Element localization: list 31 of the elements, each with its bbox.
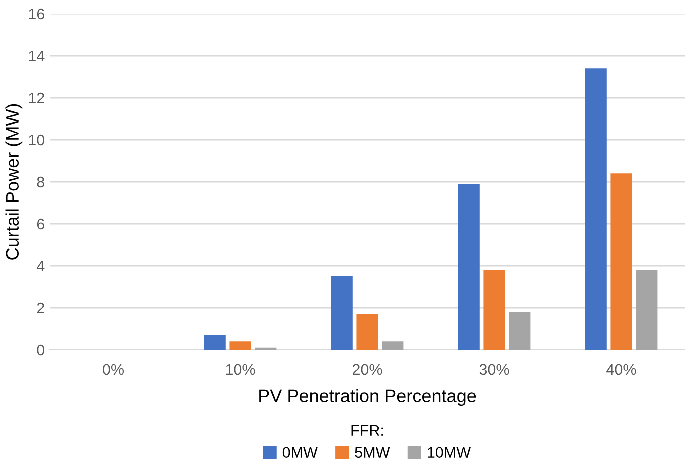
x-axis-title: PV Penetration Percentage xyxy=(260,389,476,406)
bar xyxy=(484,270,506,350)
y-tick-label: 14 xyxy=(29,51,45,62)
x-tick-label: 10% xyxy=(226,364,256,376)
legend-title: FFR: xyxy=(352,425,384,436)
bar xyxy=(331,276,353,350)
legend-label: 5MW xyxy=(355,447,390,458)
x-tick-label: 40% xyxy=(606,364,636,376)
bar xyxy=(509,312,531,350)
bar xyxy=(458,184,480,350)
y-tick-label: 6 xyxy=(37,218,44,230)
legend-label: 10MW xyxy=(428,447,471,458)
y-tick-label: 10 xyxy=(29,134,45,146)
bar xyxy=(636,270,658,350)
bar xyxy=(382,342,404,350)
x-tick-label: 0% xyxy=(103,364,124,376)
bar xyxy=(585,68,607,350)
bar xyxy=(610,174,632,350)
legend-label: 0MW xyxy=(282,447,318,458)
bar xyxy=(230,342,252,350)
bar xyxy=(356,314,378,350)
y-tick-label: 0 xyxy=(37,344,45,356)
x-tick-label: 30% xyxy=(480,364,510,376)
y-tick-label: 12 xyxy=(29,92,44,104)
y-tick-label: 8 xyxy=(37,176,44,188)
y-axis-title: Curtail Power (MW) xyxy=(6,104,23,260)
x-tick-label: 20% xyxy=(352,364,382,376)
y-tick-label: 4 xyxy=(36,261,45,272)
bar xyxy=(204,335,226,350)
y-tick-label: 2 xyxy=(37,302,44,314)
y-tick-label: 16 xyxy=(29,8,44,20)
